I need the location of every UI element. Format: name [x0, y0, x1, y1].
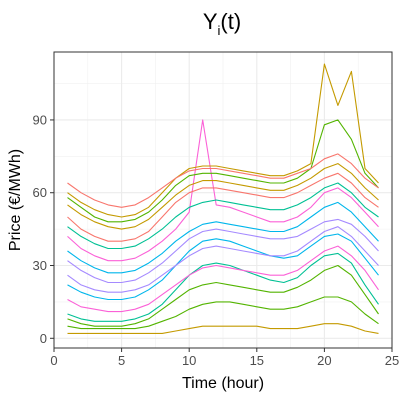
series-line — [67, 323, 379, 334]
y-tick-label: 90 — [33, 112, 47, 127]
series-line — [67, 153, 379, 208]
y-axis-title: Price (€/MWh) — [7, 149, 24, 251]
x-tick-label: 0 — [50, 353, 57, 368]
series-line — [67, 172, 379, 242]
x-tick-label: 5 — [118, 353, 125, 368]
series-line — [67, 252, 379, 322]
series-line — [67, 218, 379, 284]
series-line — [67, 296, 379, 330]
y-tick-label: 30 — [33, 258, 47, 273]
series-line — [67, 63, 379, 218]
chart-title-main: Y — [203, 9, 218, 34]
chart-title-tail: (t) — [220, 9, 241, 34]
y-tick-label: 0 — [40, 331, 47, 346]
x-tick-label: 10 — [182, 353, 196, 368]
series-layer — [67, 63, 379, 334]
series-line — [67, 226, 379, 293]
series-line — [67, 233, 379, 301]
chart-title: Yi(t) — [203, 9, 241, 38]
series-line — [67, 119, 379, 262]
series-line — [67, 182, 379, 250]
x-tick-label: 15 — [250, 353, 264, 368]
series-line — [67, 119, 379, 223]
chart-title-subscript: i — [218, 23, 221, 38]
x-tick-label: 25 — [385, 353, 399, 368]
series-line — [67, 245, 379, 313]
panel-border — [53, 51, 393, 349]
x-axis-title: Time (hour) — [182, 375, 264, 392]
series-line — [67, 163, 379, 230]
series-line — [67, 201, 379, 274]
series-line — [67, 264, 379, 327]
x-tick-label: 20 — [317, 353, 331, 368]
axis-layer: 0 5 10 15 20 25 0 30 60 90 — [33, 112, 400, 368]
y-tick-label: 60 — [33, 185, 47, 200]
